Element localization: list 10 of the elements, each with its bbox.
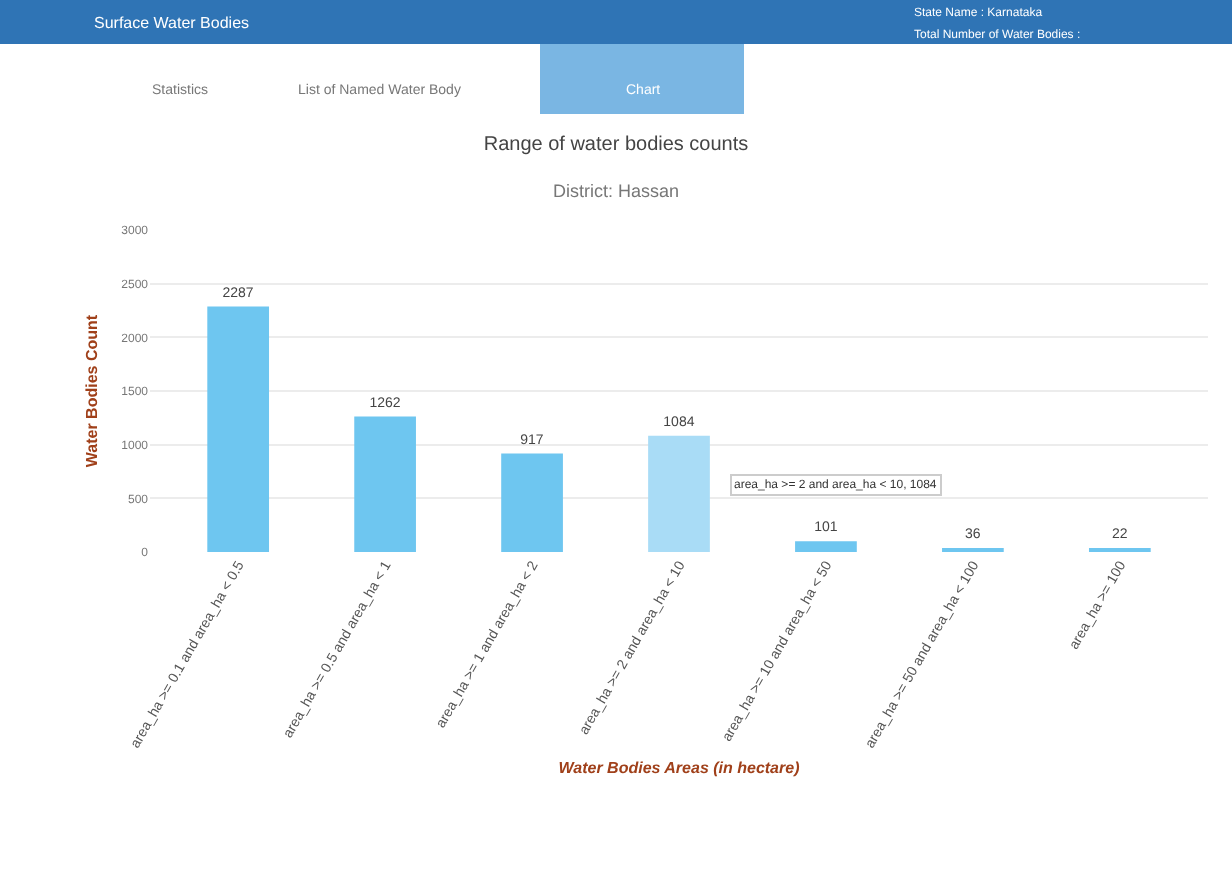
bar xyxy=(354,416,416,552)
bar xyxy=(207,306,270,552)
chart-title: Range of water bodies counts xyxy=(483,134,749,156)
chart-subtitle: District: Hassan xyxy=(552,181,680,202)
bar xyxy=(795,541,857,552)
x-axis-title: Water Bodies Areas (in hectare) xyxy=(558,759,801,778)
bar xyxy=(648,435,710,552)
text: Surface Water Bodies xyxy=(94,14,250,32)
bar xyxy=(501,453,563,552)
y-axis-title: Water Bodies Count xyxy=(82,314,101,468)
